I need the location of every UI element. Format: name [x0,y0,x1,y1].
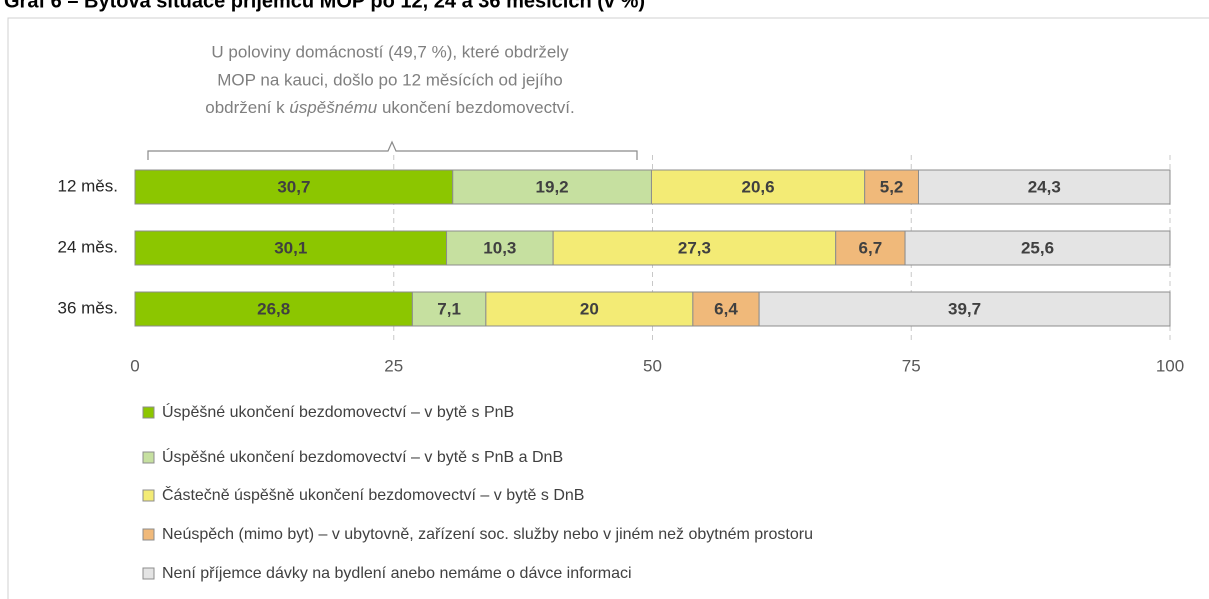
bar-segment [134,230,448,266]
legend-swatch [142,489,155,502]
x-tick-label: 75 [902,356,921,375]
bar-segment [134,291,413,327]
bar-segment [917,169,1171,205]
category-label: 36 měs. [58,298,118,317]
value-label: 39,7 [948,299,981,318]
bar-segment [650,169,866,205]
bar-segment [692,291,760,327]
legend-label: Neúspěch (mimo byt) – v ubytovně, zaříze… [162,526,813,543]
value-label: 10,3 [483,238,516,257]
annotation-line: MOP na kauci, došlo po 12 měsících od je… [217,70,563,89]
frame [7,17,1209,599]
value-label: 5,2 [880,177,904,196]
value-label: 30,7 [277,177,310,196]
value-label: 24,3 [1028,177,1061,196]
brace [147,140,638,160]
legend-label: Částečně úspěšně ukončení bezdomovectví … [162,485,584,504]
legend-swatch [142,406,155,419]
legend-label: Není příjemce dávky na bydlení anebo nem… [162,565,632,582]
value-label: 25,6 [1021,238,1054,257]
value-label: 30,1 [274,238,307,257]
annotation-line: U poloviny domácností (49,7 %), které ob… [211,42,569,61]
legend-swatch [142,567,155,580]
x-tick-label: 25 [384,356,403,375]
bar-segment [864,169,919,205]
bar-segment [411,291,487,327]
value-label: 6,7 [859,238,883,257]
bar-segment [835,230,906,266]
category-label: 24 měs. [58,237,118,256]
value-label: 6,4 [714,299,738,318]
legend-label: Úspěšné ukončení bezdomovectví – v bytě … [162,447,563,466]
value-label: 20,6 [742,177,775,196]
annotation-text: úspěšnému [289,98,377,117]
chart-title: Graf 6 – Bytová situace příjemců MOP po … [4,0,645,12]
bar-segment [552,230,837,266]
value-label: 19,2 [536,177,569,196]
annotation-text: obdržení k [205,98,289,117]
bar-segment [134,169,454,205]
annotation: U poloviny domácností (49,7 %), které ob… [205,42,575,117]
x-tick-label: 100 [1156,356,1184,375]
legend-swatch [142,528,155,541]
legend-label: Úspěšné ukončení bezdomovectví – v bytě … [162,402,514,421]
value-label: 26,8 [257,299,290,318]
category-label: 12 měs. [58,176,118,195]
x-tick-label: 0 [130,356,139,375]
bar-segment [758,291,1171,327]
annotation-line: obdržení k úspěšnému ukončení bezdomovec… [205,98,575,117]
value-label: 27,3 [678,238,711,257]
value-label: 20 [580,299,599,318]
bar-segment [904,230,1171,266]
bar-segment [446,230,554,266]
value-label: 7,1 [437,299,461,318]
x-tick-label: 50 [643,356,662,375]
legend-swatch [142,451,155,464]
annotation-text: ukončení bezdomovectví. [377,98,575,117]
